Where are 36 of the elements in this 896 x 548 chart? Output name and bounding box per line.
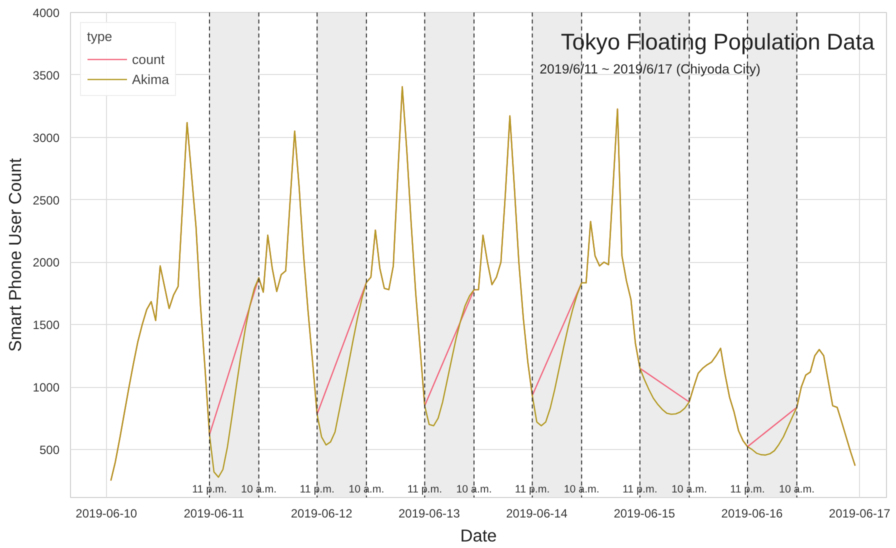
y-tick-label: 4000 [32, 6, 60, 20]
y-axis-title: Smart Phone User Count [4, 158, 25, 352]
text: 2019/6/11 ~ 2019/6/17 (Chiyoda City) [540, 62, 761, 76]
y-tick-label: 2500 [32, 193, 60, 208]
ref-line-label: 10 a.m. [779, 484, 815, 496]
legend-title: type [87, 29, 114, 44]
ref-line-label: 10 a.m. [241, 484, 277, 496]
ref-line-label: 10 a.m. [456, 484, 492, 496]
ref-line-label: 11 p.m. [300, 484, 334, 496]
x-tick-label: 2019-06-15 [614, 506, 676, 520]
y-tick-label: 1000 [32, 380, 60, 395]
ref-line-label: 10 a.m. [564, 484, 600, 496]
x-tick-label: 2019-06-13 [398, 506, 460, 520]
ref-line-label: 11 p.m. [514, 484, 550, 496]
ref-line-label: 10 a.m. [348, 484, 384, 496]
ref-line-label: 10 a.m. [671, 484, 708, 496]
x-axis-title: Date [460, 526, 497, 546]
y-tick-label: 2000 [32, 256, 60, 270]
x-tick-label: 2019-06-16 [721, 506, 784, 520]
legend-label: count [132, 52, 165, 66]
x-tick-label: 2019-06-10 [76, 506, 138, 520]
ref-line-label: 11 p.m. [407, 484, 442, 496]
x-tick-label: 2019-06-17 [828, 506, 891, 520]
line-series [110, 86, 856, 482]
x-tick-label: 2019-06-12 [290, 506, 353, 520]
legend-label: Akima [132, 72, 170, 86]
ref-line-label: 11 p.m. [730, 484, 765, 496]
x-tick-label: 2019-06-14 [506, 506, 568, 520]
y-tick-label: 3000 [32, 130, 60, 145]
text: Tokyo Floating Population Data [560, 28, 875, 54]
x-tick-label: 2019-06-11 [184, 506, 245, 520]
ref-line-label: 11 p.m. [192, 484, 227, 496]
ref-line-label: 11 p.m. [622, 484, 658, 496]
y-tick-label: 3500 [32, 68, 60, 82]
y-tick-label: 1500 [32, 318, 60, 332]
y-tick-label: 500 [39, 442, 60, 457]
